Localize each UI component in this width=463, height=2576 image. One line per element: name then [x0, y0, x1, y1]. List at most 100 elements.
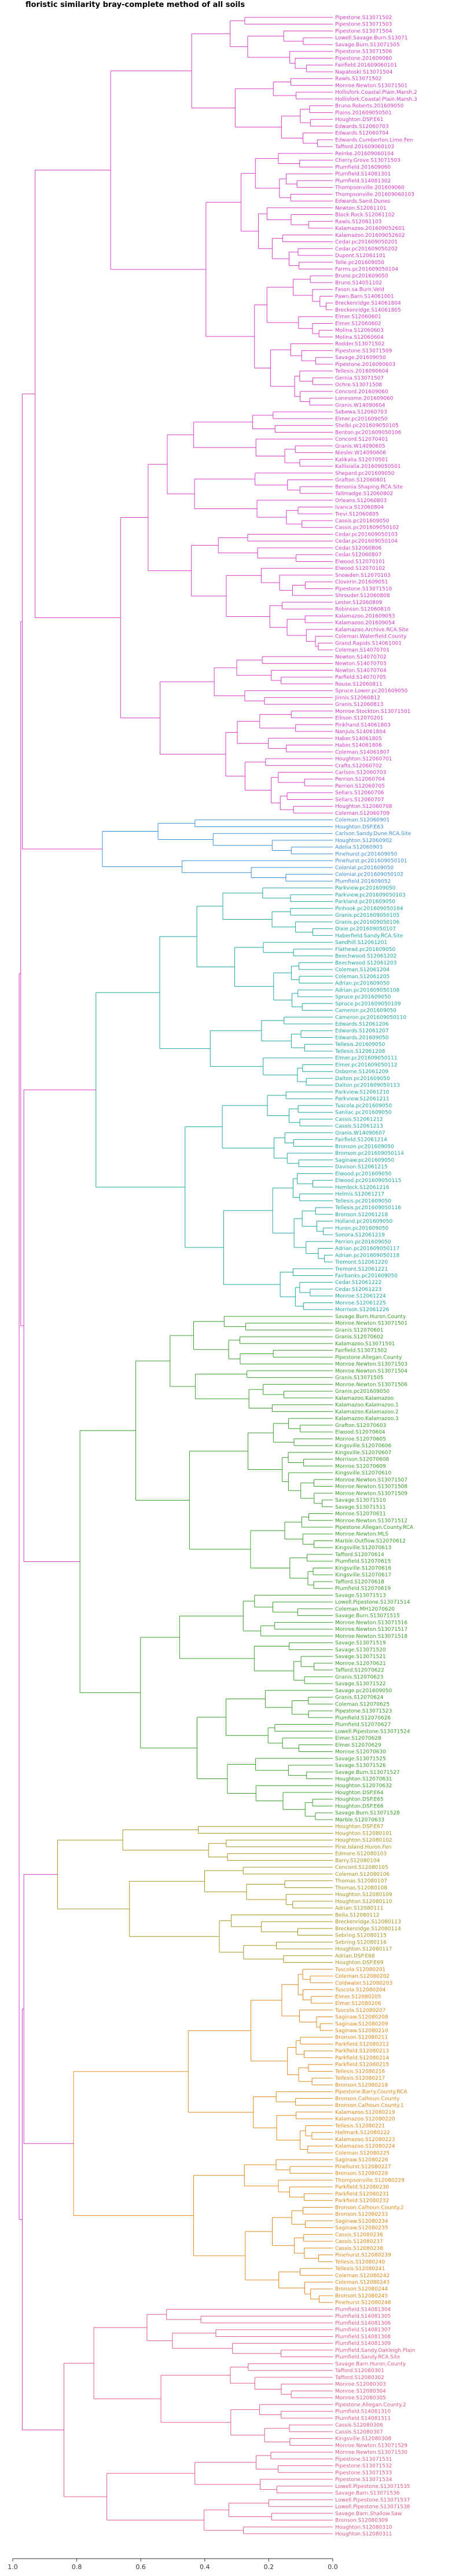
leaf-label: Houghton.S12070632 — [335, 1783, 392, 1789]
leaf-label: Plumfield.S14081302 — [335, 178, 391, 184]
leaf-label: Elwood.S12070604 — [335, 1430, 385, 1436]
leaf-label: Tellesis.pc201609050 — [335, 1198, 391, 1204]
leaf-label: Granis.S12070624 — [335, 1695, 384, 1701]
leaf-label: Breckenridge.S12080113 — [335, 1919, 401, 1925]
leaf-label: Parkfield.S12080212 — [335, 2041, 389, 2047]
leaf-label: Pinehurst.S12080227 — [335, 2164, 391, 2170]
leaf-label: Tellesis.pc201609050116 — [335, 1205, 401, 1211]
leaf-label: Monroe.Newton.S13071509 — [335, 1491, 407, 1496]
leaf-label: Plumfield.S12070615 — [335, 1559, 391, 1565]
leaf-label: Thompsonville.201609060103 — [335, 192, 414, 197]
leaf-label: Cameron.pc201609050110 — [335, 1015, 406, 1020]
leaf-label: Colonial.pc201609050 — [335, 865, 394, 871]
leaf-label: Elmer.pc201609050112 — [335, 1062, 398, 1068]
leaf-label: Savage.Burn.S13071505 — [335, 42, 400, 48]
leaf-label: Parkview.pc201609050103 — [335, 892, 406, 898]
leaf-label: Lowell.Savage.Burn.S13071 — [335, 35, 408, 41]
leaf-label: Saginaw.S12080226 — [335, 2157, 388, 2163]
leaf-label: Houghton.DSP.E64 — [335, 1790, 384, 1796]
leaf-label: Rawls.S12061103 — [335, 219, 382, 225]
leaf-label: Kalamazoo.Kalamazoo.1 — [335, 1403, 399, 1408]
leaf-label: Shrouder.S12060808 — [335, 593, 390, 599]
leaf-label: Spruce.pc201609050 — [335, 994, 391, 1000]
leaf-label: Tellesis.S12080216 — [335, 2069, 385, 2074]
leaf-label: Concord.S12080105 — [335, 1865, 388, 1871]
leaf-label: Cassis.S12061212 — [335, 1117, 383, 1122]
leaf-label: Lonesome.201609060 — [335, 396, 394, 402]
leaf-label: Parkfield.S12080230 — [335, 2185, 389, 2190]
leaf-label: Kingsville.S12070606 — [335, 1443, 392, 1449]
leaf-label: Tafford.S12080302 — [335, 2375, 384, 2381]
leaf-label: Reinke.201609060104 — [335, 151, 394, 157]
leaf-label: Kingsville.S12070617 — [335, 1572, 391, 1578]
leaf-label: Molina.S12060604 — [335, 335, 384, 341]
leaf-label: Houghton.S12060708 — [335, 804, 392, 810]
leaf-label: Houghton.DSP.E61 — [335, 117, 384, 123]
leaf-label: Dupont.S12061101 — [335, 253, 385, 259]
leaf-label: Pipestone.S13071503 — [335, 22, 392, 28]
leaf-label: Elmer.S12060602 — [335, 321, 381, 327]
leaf-label: Newton.S12061101 — [335, 206, 387, 211]
leaf-label: Hallmark.S12080222 — [335, 2130, 390, 2136]
leaf-label: Crafts.S12060702 — [335, 763, 382, 769]
leaf-label: Pipestone.S13071504 — [335, 28, 392, 34]
leaf-label: Hollisfork.Coastal.Plain.Marsh.2 — [335, 90, 417, 96]
leaf-label: Plumfield.S12070619 — [335, 1586, 391, 1592]
leaf-label: Elwood.pc201609050115 — [335, 1178, 402, 1184]
leaf-label: Shepard.pc201609050 — [335, 471, 395, 477]
leaf-label: Bronson.S12080218 — [335, 2083, 388, 2088]
leaf-label: Kingsville.S12070607 — [335, 1450, 391, 1456]
cluster-green: Savage.Burn.Huron.County Monroe.Newton.S1… — [79, 1314, 414, 1823]
leaf-label: Edwards.Cumberton.Lime.Fen — [335, 137, 413, 143]
leaf-label: Snowden.S12070103 — [335, 573, 391, 579]
leaf-label: Plumfield.S14081308 — [335, 2334, 391, 2340]
leaf-label: Monroe.Newton.S13071507 — [335, 1477, 407, 1483]
leaf-label: Pipestone.2016090603 — [335, 362, 395, 368]
leaf-label: Tellesis.S12080221 — [335, 2123, 385, 2129]
leaf-label: Dixie.pc201609050107 — [335, 927, 396, 932]
leaf-label: Rawls.S13071502 — [335, 76, 382, 82]
leaf-label: Cedar.S12060806 — [335, 546, 382, 551]
leaf-label: Plumfield.S14081305 — [335, 2314, 391, 2319]
leaf-label: Fairfield.S13071502 — [335, 1348, 387, 1354]
leaf-label: Adrian.pc201609050108 — [335, 987, 400, 993]
leaf-label: Kalamazoo.201609054 — [335, 620, 395, 626]
leaf-label: Cassis.pc201609050 — [335, 518, 389, 524]
leaf-label: Cloverin.201609051 — [335, 580, 388, 586]
leaf-label: Pipestone.Allegan.County — [335, 1355, 402, 1360]
leaf-label: Savage.Burn.Huron.County — [335, 1314, 406, 1320]
leaf-label: Newton.S14070703 — [335, 661, 387, 667]
leaf-label: Spruce.pc201609050109 — [335, 1001, 401, 1007]
leaf-label: Granis.pc201609050105 — [335, 913, 399, 919]
leaf-label: Pipestone.S13071534 — [335, 2477, 392, 2483]
leaf-label: Pipestone.S13071506 — [335, 49, 392, 55]
leaf-label: Pipestone.S13071531 — [335, 2457, 392, 2462]
leaf-label: Sebewa.S12060703 — [335, 409, 387, 415]
leaf-label: Savage.Burn.S13071527 — [335, 1770, 400, 1776]
leaf-label: Pipestone.Barry.County.RCA — [335, 2090, 407, 2095]
leaf-label: Morrison.S12061226 — [335, 1307, 389, 1313]
leaf-label: Kalamazoo.S12080224 — [335, 2144, 395, 2150]
leaf-label: Monroe.S12070621 — [335, 1661, 386, 1667]
leaf-label: Savage.S13071525 — [335, 1756, 386, 1762]
leaf-label: Granis.pc201609050 — [335, 1389, 389, 1395]
leaf-label: Thompsonville.S12080229 — [335, 2178, 405, 2183]
leaf-label: Granis.S12070623 — [335, 1674, 383, 1680]
leaf-label: Orleans.S12060803 — [335, 498, 387, 504]
leaf-label: Fairfield.201609060101 — [335, 63, 397, 68]
leaf-label: Tellesis.S12080241 — [335, 2266, 385, 2272]
leaf-label: Monroe.Newton.S13071512 — [335, 1518, 407, 1524]
leaf-label: Cassis.S12080238 — [335, 2246, 383, 2252]
leaf-label: Savage.S13071526 — [335, 1763, 386, 1769]
leaf-label: Tafford.S12080301 — [335, 2368, 384, 2374]
leaf-label: Barry.S12080104 — [335, 1858, 380, 1864]
leaf-label: Saginaw.S12080235 — [335, 2226, 388, 2231]
leaf-label: Haberfield.Sandy.RCA.Site — [335, 933, 403, 939]
leaf-label: Houghton.S12080110 — [335, 1899, 392, 1905]
leaf-label: Sellars.S12060707 — [335, 797, 384, 803]
leaf-label: Bronson.pc201609050 — [335, 1144, 394, 1150]
leaf-label: Edwards.S12060704 — [335, 131, 389, 137]
leaf-label: Savage.S13071522 — [335, 1681, 386, 1687]
